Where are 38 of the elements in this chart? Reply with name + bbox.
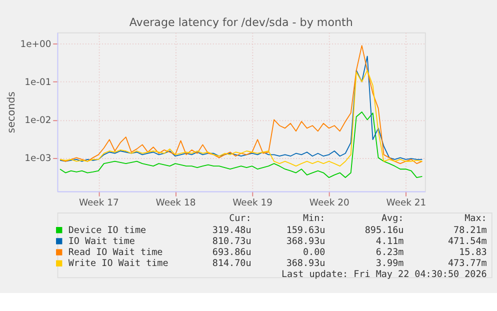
text: 368.93u bbox=[286, 236, 326, 247]
legend-label: Read IO Wait time bbox=[68, 247, 163, 258]
text: 15.83 bbox=[459, 247, 487, 258]
text: Min: bbox=[302, 212, 326, 224]
y-tick-label: 1e-02 bbox=[24, 114, 52, 126]
x-tick-label: Week 18 bbox=[156, 198, 196, 209]
text: 3.99m bbox=[376, 258, 404, 270]
x-tick-label: Week 17 bbox=[78, 198, 119, 209]
text: 78.21m bbox=[454, 224, 488, 236]
y-axis-title: seconds bbox=[6, 92, 18, 134]
text: 693.86u bbox=[212, 247, 252, 258]
x-tick-label: Week 20 bbox=[309, 198, 350, 209]
text: 6.23m bbox=[376, 247, 404, 258]
y-tick-label: 1e+00 bbox=[20, 39, 52, 50]
text: 159.63u bbox=[286, 224, 326, 236]
y-tick-label: 1e-01 bbox=[24, 77, 52, 88]
text: Avg: bbox=[381, 212, 404, 224]
x-tick-label: Week 19 bbox=[232, 198, 273, 209]
text: Max: bbox=[464, 212, 487, 224]
text: 4.11m bbox=[376, 236, 404, 247]
text: 0.00 bbox=[302, 247, 326, 258]
text: 895.16u bbox=[364, 224, 404, 236]
text: 810.73u bbox=[212, 236, 252, 247]
legend-label: IO Wait time bbox=[68, 236, 135, 247]
x-tick-label: Week 21 bbox=[386, 198, 426, 209]
text: 368.93u bbox=[286, 258, 326, 270]
legend-label: Device IO time bbox=[68, 224, 146, 236]
line-series bbox=[60, 70, 423, 167]
chart-title: Average latency for /dev/sda - by month bbox=[129, 16, 353, 29]
text: 471.54m bbox=[448, 236, 488, 247]
text: Cur: bbox=[229, 212, 252, 224]
legend-label: Write IO Wait time bbox=[68, 258, 168, 270]
text: 473.77m bbox=[448, 258, 488, 270]
text: 319.48u bbox=[212, 224, 252, 236]
text: 814.70u bbox=[212, 258, 252, 270]
text: Last update: Fri May 22 04:30:50 2026 bbox=[281, 269, 487, 280]
line-series bbox=[60, 112, 423, 178]
y-tick-label: 1e-03 bbox=[24, 152, 52, 164]
